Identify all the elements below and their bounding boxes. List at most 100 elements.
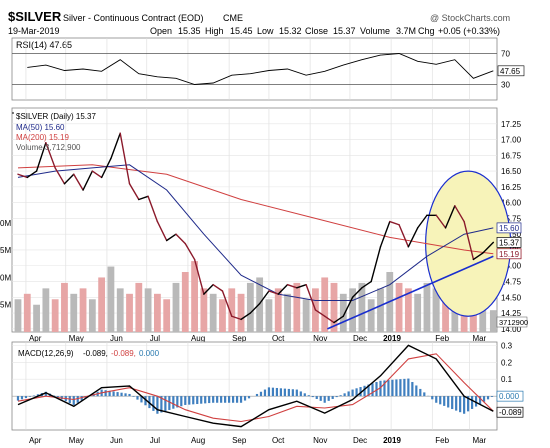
macd-hist-bar-82	[343, 393, 346, 397]
ohlc-summary: Open 15.35 High 15.45 Low 15.32 Close 15…	[150, 26, 500, 36]
macd-tick-2: 0.1	[501, 375, 513, 384]
volume-bar-28	[274, 288, 282, 332]
macd-hist-bar-60	[255, 393, 259, 397]
price-segment-33	[314, 309, 326, 317]
volume-axis-label-1: 5M	[0, 246, 11, 255]
price-segment-18	[175, 233, 186, 245]
volume-bar-13	[135, 282, 143, 332]
macd-hist-bar-44	[192, 396, 195, 405]
macd-hist-bar-53	[228, 396, 231, 403]
macd-hist-bar-3	[28, 396, 32, 397]
price-segment-2	[26, 170, 38, 179]
price-segment-40	[379, 220, 391, 248]
macd-xtick-9: 2019	[383, 436, 401, 445]
macd-hist-bar-61	[259, 391, 263, 397]
chg-label: Chg	[418, 26, 435, 36]
price-xtick-8: Dec	[353, 334, 367, 343]
macd-hist-bar-72	[303, 393, 306, 397]
macd-hist-bar-105	[435, 396, 438, 403]
macd-hist-bar-88	[367, 384, 370, 397]
price-segment-46	[435, 214, 447, 229]
volume-label: Volume	[360, 26, 390, 36]
macd-hist-bar-26	[120, 392, 123, 397]
macd-xtick-8: Dec	[353, 436, 367, 445]
price-tick-9: 15.00	[501, 262, 522, 271]
price-xtick-1: May	[69, 334, 84, 343]
price-segment-23	[221, 290, 233, 317]
chart-description: Silver - Continuous Contract (EOD)	[63, 13, 204, 23]
rsi-last-label: 47.65	[500, 67, 521, 76]
macd-hist-bar-79	[331, 396, 334, 399]
price-segment-24	[231, 315, 242, 321]
price-xtick-10: Feb	[435, 334, 449, 343]
price-segment-6	[63, 173, 75, 185]
volume-bar-14	[144, 288, 152, 332]
open-label: Open	[150, 26, 172, 36]
price-segment-39	[370, 246, 382, 283]
volume-bar-36	[349, 288, 356, 332]
volume-bar-37	[358, 282, 366, 332]
chg-value: +0.05 (+0.33%)	[438, 26, 500, 36]
macd-hist-bar-73	[307, 395, 310, 397]
macd-hist-bar-23	[108, 390, 111, 397]
volume-bar-20	[200, 288, 208, 332]
volume-axis-label-0: 0M	[0, 219, 11, 228]
price-segment-4	[45, 142, 56, 169]
macd-hist-bar-27	[124, 393, 127, 397]
trendline	[327, 255, 494, 330]
close-label: Close	[305, 26, 328, 36]
rsi-legend: RSI(14) 47.65	[16, 40, 72, 50]
macd-hist-bar-30	[136, 396, 139, 400]
macd-hist-bar-40	[176, 396, 179, 408]
price-segment-25	[240, 312, 252, 321]
price-segment-50	[472, 252, 484, 261]
macd-line	[17, 344, 494, 428]
macd-hist-bar-7	[44, 391, 47, 397]
macd-hist-bar-10	[56, 396, 59, 398]
price-segment-14	[138, 195, 149, 201]
macd-hist-bar-36	[160, 396, 163, 413]
macd-legend: MACD(12,26,9) -0.089, -0.089, 0.000	[18, 349, 160, 358]
macd-hist-bar-116	[478, 396, 482, 405]
macd-hist-bar-38	[168, 396, 171, 410]
macd-hist-bar-68	[287, 388, 290, 397]
macd-hist-bar-50	[216, 396, 219, 403]
volume-bar-31	[302, 299, 310, 332]
price-xtick-6: Oct	[272, 334, 285, 343]
price-segment-26	[249, 302, 261, 314]
price-xtick-11: Mar	[472, 334, 486, 343]
macd-hist-bar-75	[315, 396, 318, 399]
macd-last-box	[496, 406, 524, 418]
price-segment-32	[305, 283, 317, 311]
price-legend-main: $SILVER (Daily) 15.37	[16, 112, 96, 121]
price-segment-30	[286, 283, 298, 289]
price-tick-12: 14.25	[501, 309, 522, 318]
macd-hist-bar-76	[319, 396, 322, 401]
macd-hist-bar-97	[403, 378, 406, 397]
macd-hist-bar-48	[208, 396, 211, 404]
macd-legend-macd: -0.089,	[83, 349, 108, 358]
macd-tick-1: 0.2	[501, 358, 513, 367]
macd-hist-bar-47	[204, 396, 207, 404]
volume-bar-2	[33, 304, 40, 332]
volume-bar-46	[442, 293, 449, 332]
macd-hist-bar-85	[355, 388, 358, 397]
volume-bar-17	[172, 282, 180, 332]
volume-bar-22	[219, 299, 226, 332]
rsi-tick-0: 70	[501, 50, 510, 59]
macd-hist-bar-67	[283, 388, 286, 397]
price-tick-11: 14.50	[501, 293, 522, 302]
close-flag-box	[496, 237, 522, 248]
macd-xtick-7: Nov	[313, 436, 327, 445]
macd-xtick-3: Jul	[150, 436, 160, 445]
volume-bar-6	[70, 293, 78, 332]
macd-hist-bar-22	[104, 390, 107, 397]
macd-hist-bar-83	[347, 391, 350, 397]
macd-hist-bar-78	[327, 396, 330, 401]
price-segment-7	[73, 173, 84, 191]
macd-hist-bar-90	[375, 382, 378, 397]
price-segment-31	[296, 283, 307, 289]
macd-legend-signal: -0.089,	[111, 349, 136, 358]
close-flag: 15.37	[499, 238, 520, 247]
volume-value: 3.7M	[396, 26, 416, 36]
